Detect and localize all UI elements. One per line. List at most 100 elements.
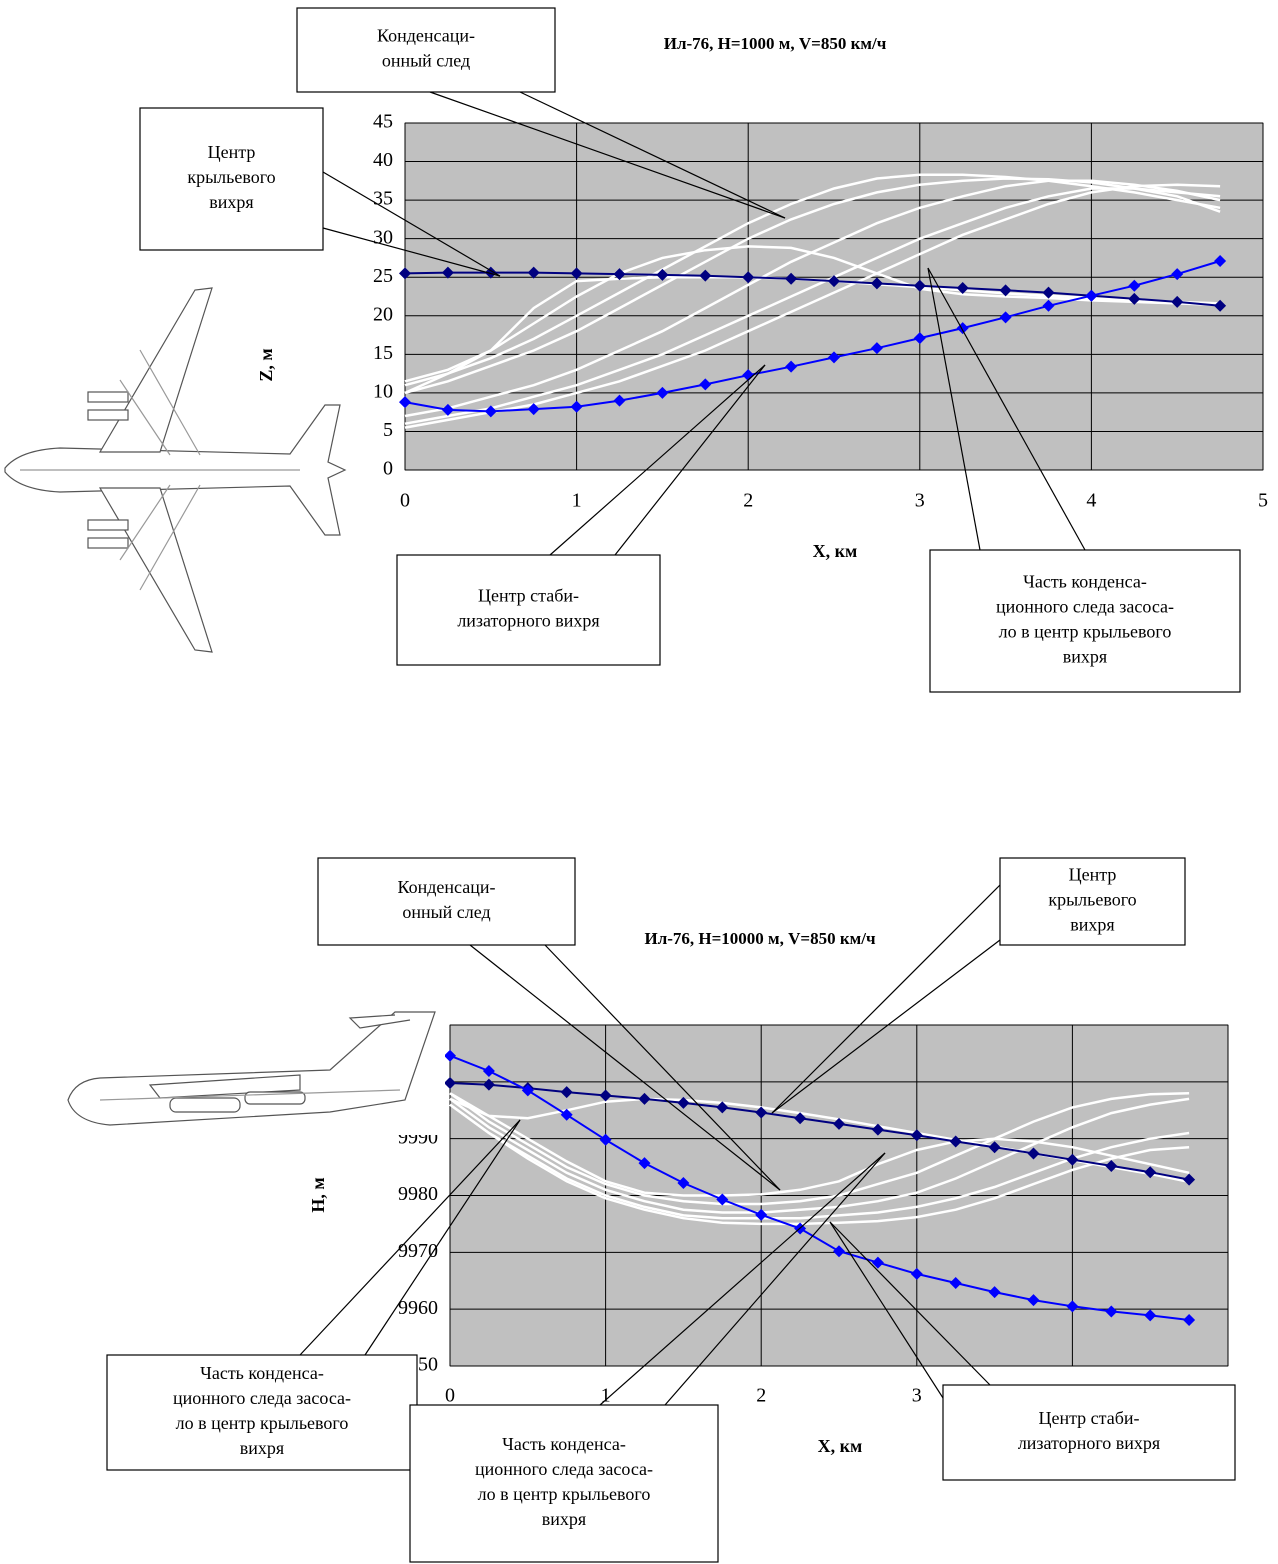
marker — [444, 1049, 456, 1062]
marker — [482, 1065, 495, 1078]
annotation-text: вихря — [1063, 647, 1107, 667]
annotation-text: ционного следа засоса- — [475, 1459, 653, 1479]
marker — [949, 1277, 962, 1290]
marker — [755, 1106, 768, 1119]
marker — [870, 277, 883, 290]
series-line — [449, 1092, 1190, 1197]
marker — [871, 1256, 884, 1269]
y-tick-label: 9970 — [398, 1240, 438, 1262]
marker — [444, 1076, 456, 1089]
series-line — [449, 1082, 1190, 1181]
marker — [1027, 1147, 1040, 1160]
marker — [484, 266, 497, 279]
marker — [1214, 255, 1227, 268]
marker — [999, 311, 1012, 324]
callout-leader — [549, 364, 766, 556]
x-tick-label: 0 — [445, 1385, 455, 1407]
callout-leader — [927, 267, 1086, 551]
y-tick-label: 20 — [373, 303, 393, 325]
marker — [656, 386, 669, 399]
marker — [570, 267, 583, 280]
callout-leader — [664, 1152, 886, 1406]
callout-box — [396, 554, 661, 666]
marker — [570, 400, 583, 413]
marker — [1027, 1294, 1040, 1307]
marker — [638, 1092, 651, 1105]
x-tick-label: 1 — [572, 490, 582, 512]
marker — [1042, 286, 1055, 299]
y-tick-label: 30 — [373, 226, 393, 248]
series-line — [404, 179, 1221, 418]
marker — [988, 1141, 1001, 1154]
marker — [699, 378, 712, 391]
callout-box — [296, 7, 556, 93]
annotation-text: вихря — [1070, 915, 1114, 935]
marker — [521, 1084, 534, 1097]
aircraft-top-view — [4, 287, 347, 653]
marker — [910, 1267, 923, 1280]
marker — [794, 1112, 807, 1125]
series-line — [404, 271, 1221, 307]
callout-box — [942, 1384, 1236, 1481]
x-tick-label: 5 — [1258, 490, 1268, 512]
marker — [833, 1117, 845, 1130]
x-axis-label: X, км — [813, 541, 858, 561]
marker — [1042, 299, 1055, 312]
x-tick-label: 3 — [915, 490, 925, 512]
marker — [1085, 289, 1098, 302]
marker — [999, 284, 1012, 297]
marker — [484, 405, 497, 418]
marker — [599, 1133, 612, 1146]
callout-leader — [614, 364, 766, 556]
annotation-text: ло в центр крыльевого — [478, 1484, 651, 1504]
marker — [828, 275, 840, 288]
marker — [1183, 1173, 1196, 1186]
callout-leader — [927, 267, 981, 551]
annotation-text: Часть конденса- — [200, 1363, 324, 1383]
x-axis-label: X, км — [818, 1436, 863, 1456]
marker — [1128, 279, 1141, 292]
callout-leader — [829, 1221, 944, 1399]
x-tick-label: 3 — [912, 1385, 922, 1407]
annotation-text: крыльевого — [1048, 890, 1136, 910]
series-line — [404, 260, 1221, 413]
y-tick-label: 10 — [373, 380, 393, 402]
annotation-text: онный след — [382, 51, 470, 71]
callout-leader — [469, 944, 781, 1191]
series-line — [449, 1091, 1190, 1206]
callout-leader — [299, 1119, 521, 1356]
annotation-text: ционного следа засоса- — [173, 1388, 351, 1408]
callout-box — [139, 107, 324, 251]
marker — [527, 403, 540, 416]
series-line — [449, 1103, 1190, 1220]
marker — [871, 1123, 884, 1136]
marker — [399, 396, 411, 409]
marker — [828, 351, 840, 364]
marker — [677, 1096, 690, 1109]
series-line — [449, 1054, 1190, 1321]
callout-box — [409, 1404, 719, 1563]
annotation-text: Центр — [208, 142, 256, 162]
marker — [613, 394, 626, 407]
y-tick-label: 0 — [383, 458, 393, 480]
marker — [527, 266, 540, 279]
marker — [742, 369, 755, 382]
marker — [913, 279, 926, 292]
annotation-text: Конденсаци- — [398, 877, 496, 897]
marker — [949, 1135, 962, 1148]
marker — [1105, 1159, 1118, 1172]
marker — [833, 1245, 845, 1258]
marker — [656, 268, 669, 281]
marker — [613, 268, 626, 281]
annotation-text: крыльевого — [187, 167, 275, 187]
marker — [910, 1129, 923, 1142]
x-tick-label: 4 — [1086, 490, 1096, 512]
y-tick-label: 45 — [373, 111, 393, 133]
annotation-text: Центр стаби- — [1038, 1408, 1139, 1428]
annotation-text: лизаторного вихря — [457, 611, 599, 631]
plot-area — [404, 122, 1264, 471]
marker — [441, 266, 454, 279]
y-tick-label: 25 — [373, 265, 393, 287]
callout-leader — [429, 91, 786, 219]
